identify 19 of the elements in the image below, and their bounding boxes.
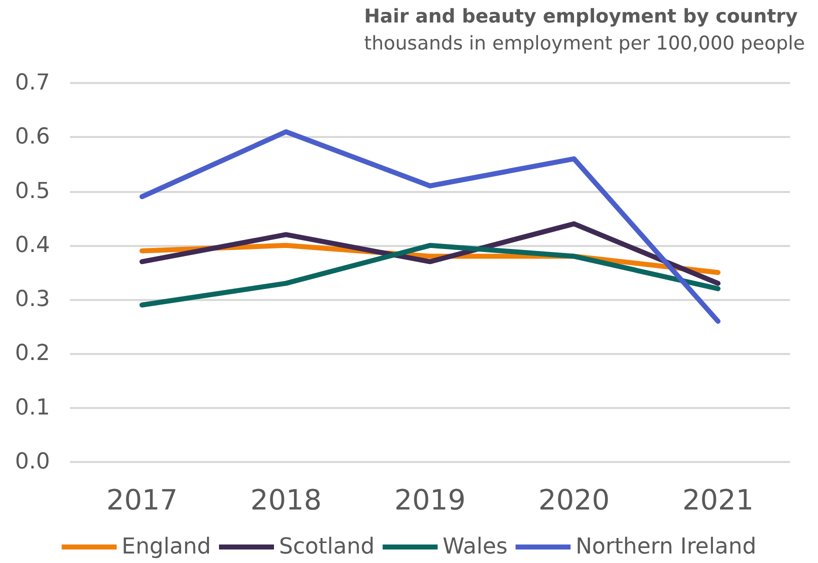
x-tick-label: 2017 <box>106 484 178 516</box>
y-tick-label: 0.6 <box>15 124 50 150</box>
legend-label: England <box>122 534 211 560</box>
chart-subtitle: thousands in employment per 100,000 people <box>364 32 806 54</box>
legend-label: Northern Ireland <box>576 534 756 560</box>
x-tick-label: 2021 <box>682 484 754 516</box>
y-tick-label: 0.5 <box>15 178 50 204</box>
y-tick-label: 0.3 <box>15 287 50 312</box>
x-tick-label: 2018 <box>250 484 322 516</box>
x-tick-label: 2019 <box>394 484 466 516</box>
legend-label: Scotland <box>278 534 375 560</box>
y-tick-label: 0.1 <box>15 395 50 420</box>
x-tick-label: 2020 <box>538 484 610 516</box>
chart-title: Hair and beauty employment by country <box>364 6 798 28</box>
y-tick-label: 0.4 <box>15 232 50 258</box>
y-tick-label: 0.7 <box>15 70 50 96</box>
y-tick-label: 0.0 <box>15 450 50 474</box>
y-tick-label: 0.2 <box>15 341 50 366</box>
legend-label: Wales <box>442 534 508 560</box>
